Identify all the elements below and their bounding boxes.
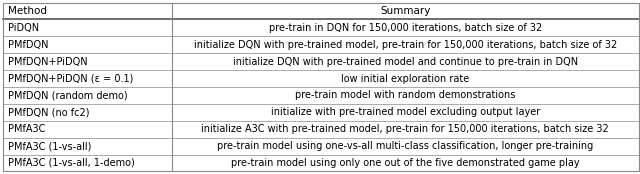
Text: Summary: Summary [380, 6, 430, 16]
Bar [3, 87, 639, 104]
Bar [3, 53, 639, 70]
Text: pre-train in DQN for 150,000 iterations, batch size of 32: pre-train in DQN for 150,000 iterations,… [269, 23, 542, 33]
Text: PMfDQN (random demo): PMfDQN (random demo) [8, 90, 128, 100]
Text: PMfA3C (1-vs-all): PMfA3C (1-vs-all) [8, 141, 92, 151]
Text: pre-train model using one-vs-all multi-class classification, longer pre-training: pre-train model using one-vs-all multi-c… [217, 141, 593, 151]
Text: PiDQN: PiDQN [8, 23, 40, 33]
Text: pre-train model with random demonstrations: pre-train model with random demonstratio… [295, 90, 515, 100]
Bar [3, 121, 639, 138]
Text: PMfA3C (1-vs-all, 1-demo): PMfA3C (1-vs-all, 1-demo) [8, 158, 135, 168]
Text: PMfDQN+PiDQN (ε = 0.1): PMfDQN+PiDQN (ε = 0.1) [8, 74, 134, 84]
Text: initialize DQN with pre-trained model, pre-train for 150,000 iterations, batch s: initialize DQN with pre-trained model, p… [193, 40, 617, 50]
Bar [3, 138, 639, 155]
Text: PMfA3C: PMfA3C [8, 124, 45, 134]
Text: PMfDQN (no fc2): PMfDQN (no fc2) [8, 107, 90, 117]
Text: Method: Method [8, 6, 47, 16]
Bar [3, 36, 639, 53]
Bar [3, 70, 639, 87]
Text: low initial exploration rate: low initial exploration rate [341, 74, 469, 84]
Bar [3, 19, 639, 36]
Text: initialize A3C with pre-trained model, pre-train for 150,000 iterations, batch s: initialize A3C with pre-trained model, p… [202, 124, 609, 134]
Text: initialize with pre-trained model excluding output layer: initialize with pre-trained model exclud… [271, 107, 540, 117]
Text: PMfDQN: PMfDQN [8, 40, 49, 50]
Bar [3, 3, 639, 19]
Bar [3, 104, 639, 121]
Text: pre-train model using only one out of the five demonstrated game play: pre-train model using only one out of th… [231, 158, 579, 168]
Text: initialize DQN with pre-trained model and continue to pre-train in DQN: initialize DQN with pre-trained model an… [232, 57, 578, 67]
Text: PMfDQN+PiDQN: PMfDQN+PiDQN [8, 57, 88, 67]
Bar [3, 155, 639, 171]
